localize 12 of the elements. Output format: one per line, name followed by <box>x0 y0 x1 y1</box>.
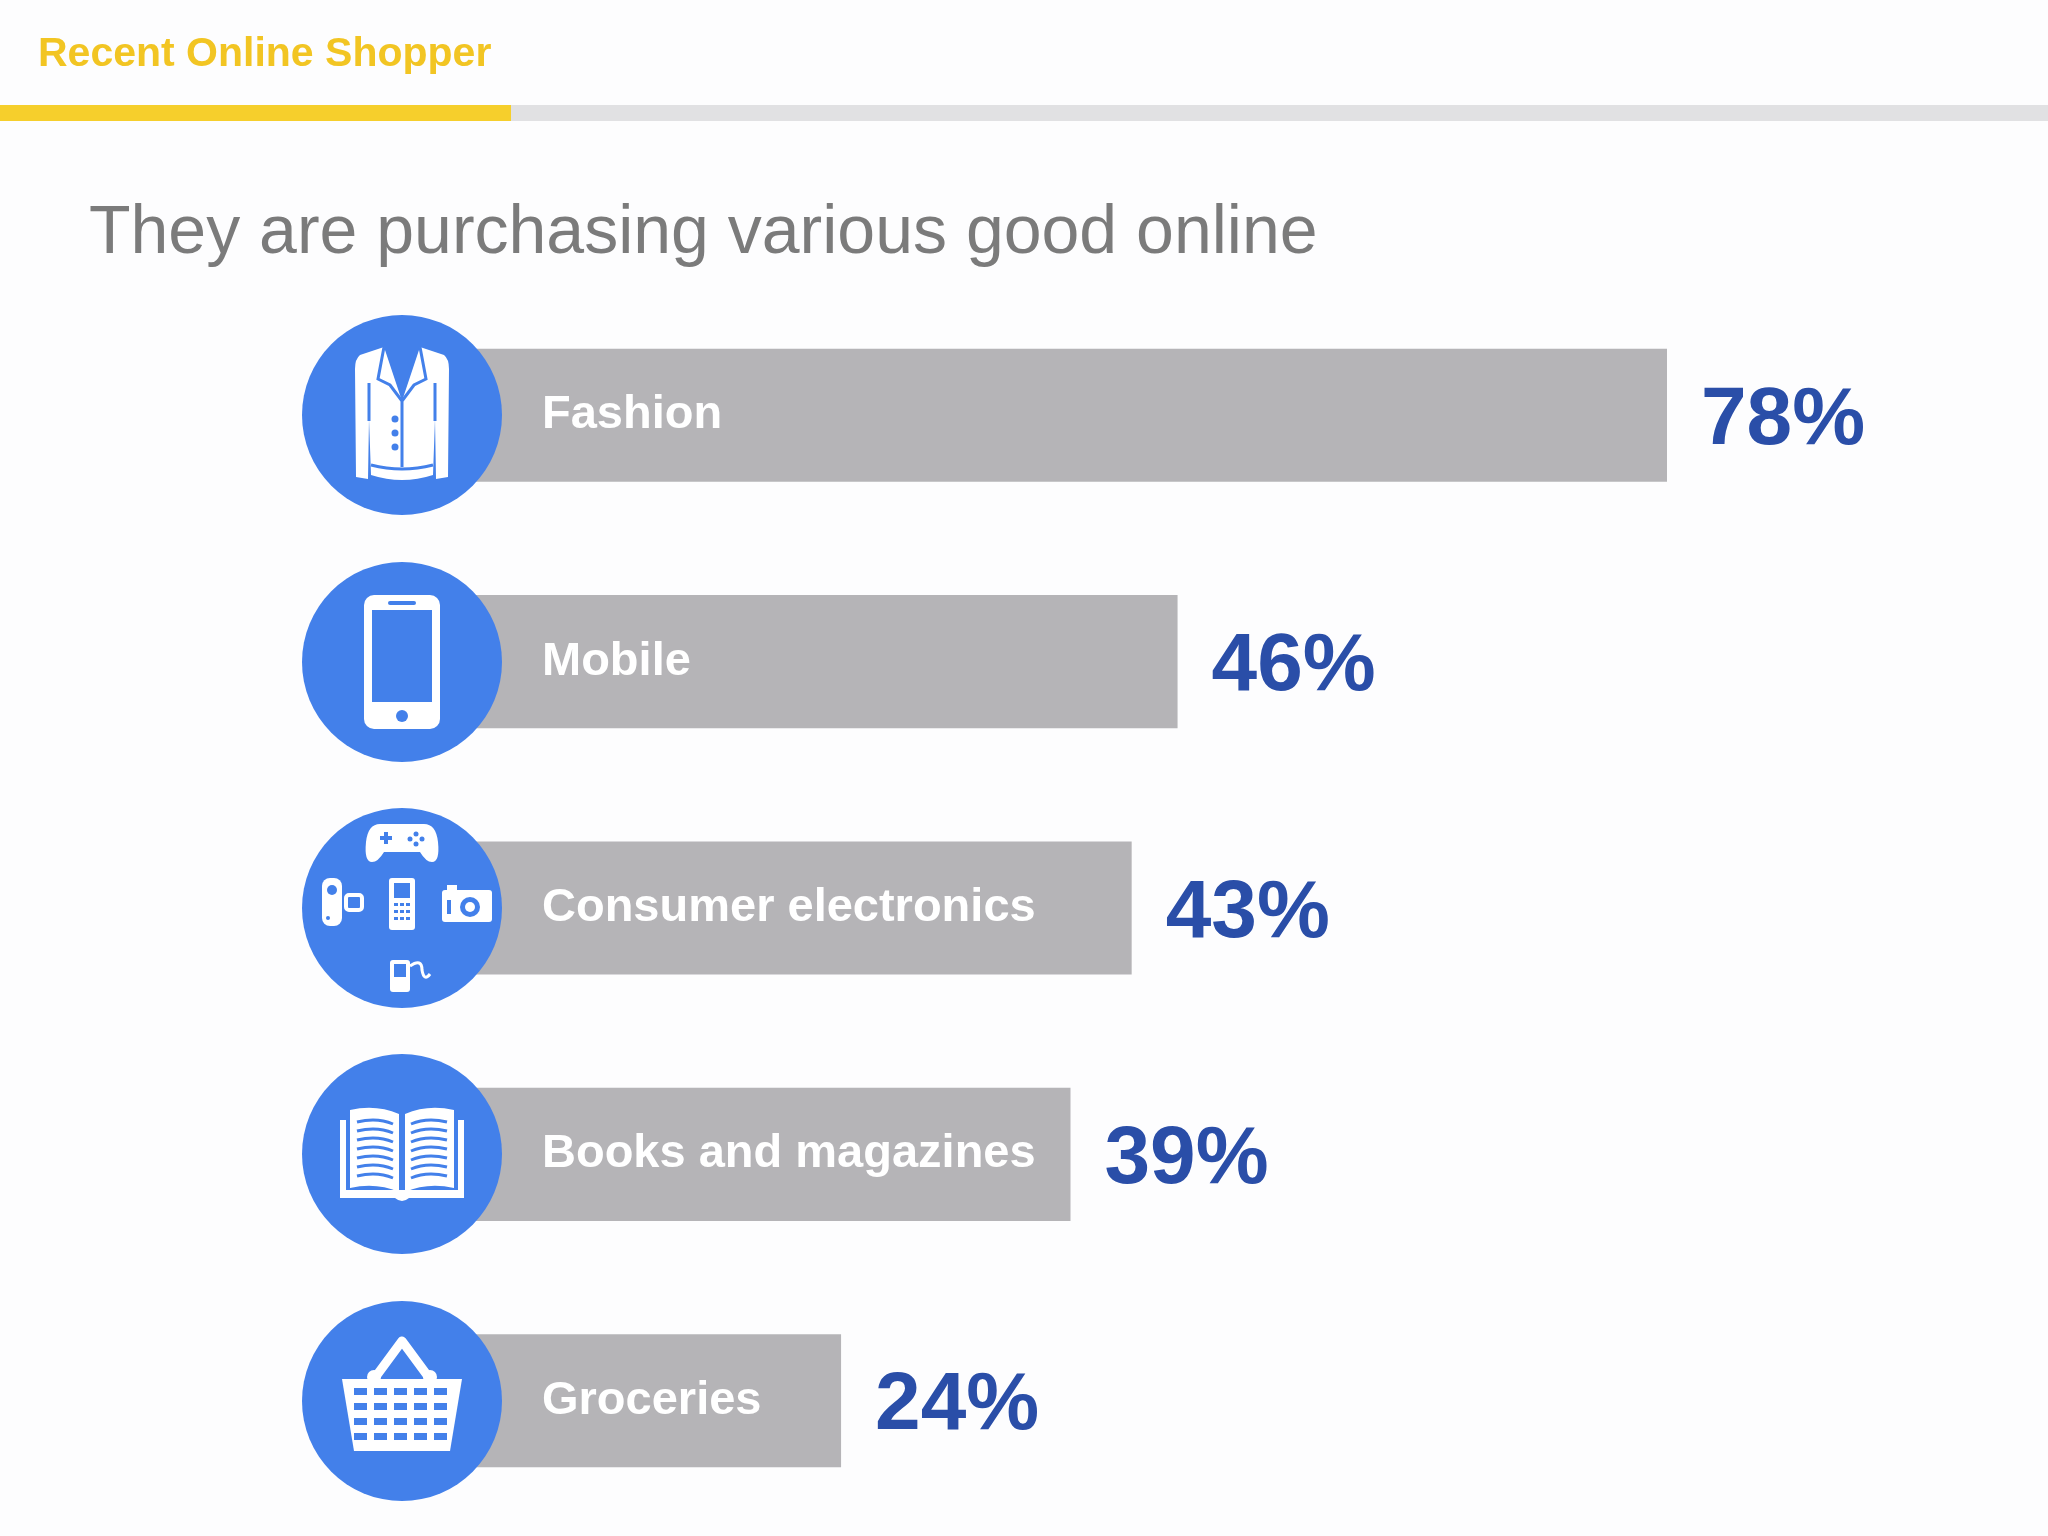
chart-title: Recent Online Shopper <box>38 29 492 75</box>
data-label: 43% <box>1165 862 1330 954</box>
y-tick-label: Groceries <box>542 1370 762 1424</box>
y-tick-label: Books and magazines <box>542 1124 1036 1178</box>
data-label: 24% <box>875 1355 1040 1447</box>
chart-subtitle: They are purchasing various good online <box>89 191 1318 267</box>
data-label: 46% <box>1211 616 1376 708</box>
data-label: 78% <box>1701 369 1866 461</box>
data-label: 39% <box>1104 1109 1269 1201</box>
y-tick-label: Fashion <box>542 385 723 439</box>
y-tick-label: Consumer electronics <box>542 877 1036 931</box>
y-tick-label: Mobile <box>542 631 691 685</box>
